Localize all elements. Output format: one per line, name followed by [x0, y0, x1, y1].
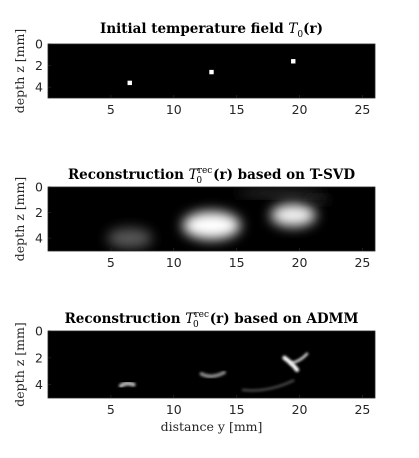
x-tick-label: 15	[229, 255, 245, 270]
x-tick-label: 5	[107, 102, 115, 117]
y-tick-label: 2	[35, 205, 43, 220]
source-point-1	[127, 80, 132, 86]
x-tick-label: 20	[292, 102, 308, 117]
x-tick-label: 20	[292, 402, 308, 417]
y-tick-label: 2	[35, 350, 43, 365]
x-tick-label: 10	[166, 402, 182, 417]
reconstructed-arc-3	[241, 379, 295, 392]
x-tick-label: 10	[166, 102, 182, 117]
axes-frame	[47, 43, 376, 99]
x-tick-label: 5	[107, 255, 115, 270]
y-tick-label: 4	[35, 377, 43, 392]
heatmap-image	[107, 190, 329, 249]
heatmap-background	[48, 331, 375, 398]
y-tick-label: 2	[35, 58, 43, 73]
y-tick-label: 0	[35, 324, 43, 339]
y-axis-label: depth z [mm]	[12, 177, 27, 261]
x-tick-label: 25	[354, 255, 370, 270]
source-point-3	[291, 59, 296, 64]
reconstructed-blob-3	[270, 203, 316, 227]
x-tick-label: 20	[292, 255, 308, 270]
x-axis-label: distance y [mm]	[161, 419, 263, 434]
reconstructed-blob-1	[107, 227, 153, 249]
y-tick-label: 4	[35, 231, 43, 246]
reconstructed-blob-2	[182, 211, 241, 240]
y-axis-label: depth z [mm]	[12, 322, 27, 406]
x-tick-label: 10	[166, 255, 182, 270]
axes-frame	[47, 186, 376, 252]
y-tick-label: 0	[35, 37, 43, 52]
panel-admm: 5 10 15 20 25 0 2 4 depth z [mm] distance y [mm] R…	[12, 310, 376, 434]
y-tick-label: 4	[35, 80, 43, 95]
x-tick-label: 15	[229, 102, 245, 117]
heatmap-image	[127, 59, 296, 86]
source-point-2	[209, 69, 214, 75]
panel-tsvd: 5 10 15 20 25 0 2 4 depth z [mm] Reconstruction T…	[12, 166, 376, 270]
reconstructed-arc-5	[289, 352, 309, 365]
axes-frame	[47, 330, 376, 399]
x-tick-label: 5	[107, 402, 115, 417]
reconstructed-blob-4	[236, 190, 325, 197]
chart-title: Reconstruction Trec 0 (r) based on T-SVD	[68, 166, 355, 186]
chart-title: Initial temperature field T0(r)	[100, 21, 323, 40]
chart-title: Reconstruction Trec 0 (r) based on ADMM	[65, 310, 359, 330]
x-tick-label: 25	[354, 102, 370, 117]
reconstructed-arc-2	[199, 370, 226, 379]
heatmap-image	[118, 352, 309, 392]
y-axis-label: depth z [mm]	[12, 29, 27, 113]
y-tick-label: 0	[35, 180, 43, 195]
reconstructed-arc-1	[118, 381, 136, 389]
panel-initial: 5 10 15 20 25 0 2 4 depth z [mm] Initial temperat…	[12, 21, 376, 117]
x-tick-label: 15	[229, 402, 245, 417]
reconstructed-blob-5	[308, 196, 329, 203]
x-tick-label: 25	[354, 402, 370, 417]
